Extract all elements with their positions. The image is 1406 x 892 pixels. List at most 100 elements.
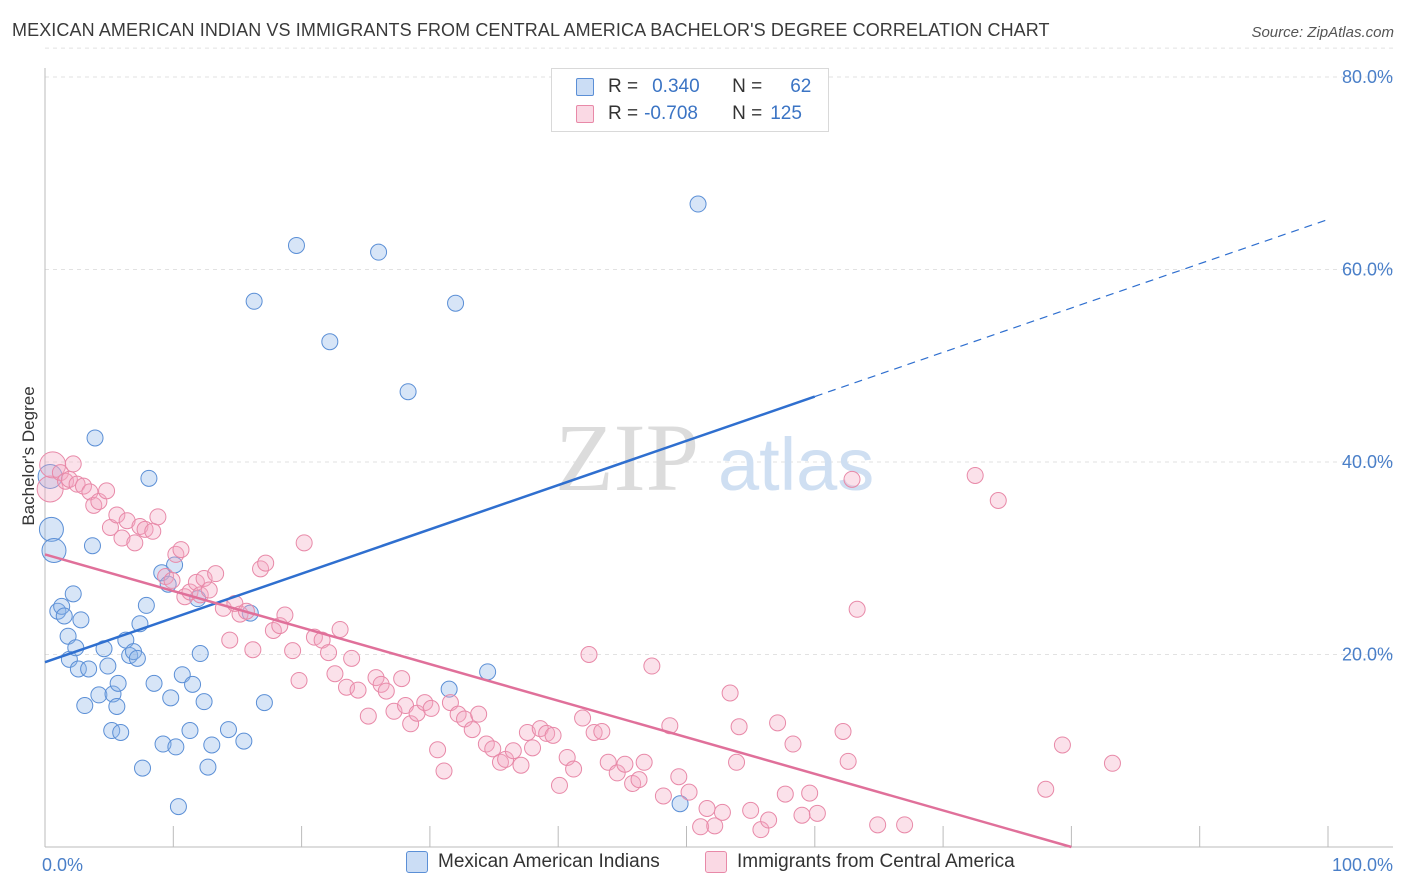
data-point-blue [76, 697, 94, 715]
data-point-pink [290, 671, 308, 689]
x-tick-label: 0.0% [42, 855, 83, 875]
data-point-blue [287, 236, 305, 254]
legend-label: Mexican American Indians [438, 851, 660, 872]
n-label: N = [732, 103, 763, 124]
data-point-pink [670, 768, 688, 786]
data-point-pink [680, 783, 698, 801]
data-point-blue [109, 674, 127, 692]
watermark: ZIP atlas [555, 404, 874, 511]
data-point-blue [69, 660, 87, 678]
data-point-pink [435, 762, 453, 780]
data-point-pink [769, 714, 787, 732]
data-point-pink [98, 482, 116, 500]
y-tick-label: 20.0% [1342, 645, 1393, 665]
n-label: N = [732, 76, 763, 97]
data-point-pink [565, 760, 583, 778]
data-point-pink [869, 816, 887, 834]
data-point-blue [689, 195, 707, 213]
data-point-pink [896, 816, 914, 834]
axes [44, 68, 1393, 848]
data-point-pink [393, 670, 411, 688]
data-point-blue [112, 723, 130, 741]
data-point-blue [145, 674, 163, 692]
data-point-blue [55, 607, 73, 625]
data-point-blue [53, 597, 71, 615]
data-point-blue [399, 383, 417, 401]
y-tick-label: 60.0% [1342, 260, 1393, 280]
data-point-pink [713, 803, 731, 821]
data-point-blue [80, 660, 98, 678]
data-point-blue [169, 798, 187, 816]
data-point-pink [416, 694, 434, 712]
data-point-blue [195, 693, 213, 711]
data-point-blue [83, 537, 101, 555]
data-point-pink [64, 455, 82, 473]
data-point-blue [255, 694, 273, 712]
trend-line-blue-projection [814, 218, 1329, 398]
data-point-pink [760, 811, 778, 829]
legend-swatch-blue [406, 851, 428, 873]
data-point-blue [181, 722, 199, 740]
data-point-pink [721, 684, 739, 702]
data-point-pink [616, 755, 634, 773]
y-axis-label: Bachelor's Degree [19, 386, 38, 525]
data-point-pink [580, 646, 598, 663]
data-point-pink [331, 620, 349, 638]
data-point-pink [320, 644, 338, 662]
data-point-pink [484, 740, 502, 758]
data-point-pink [74, 477, 92, 495]
data-point-pink [200, 581, 218, 599]
data-point-pink [343, 649, 361, 667]
data-point-blue [38, 516, 64, 542]
data-point-pink [728, 753, 746, 771]
data-point-pink [144, 522, 162, 540]
data-point-pink [730, 718, 748, 736]
source-label: Source: ZipAtlas.com [1251, 24, 1394, 41]
data-point-pink [149, 508, 167, 526]
data-point-pink [692, 818, 710, 836]
data-point-pink [463, 721, 481, 739]
data-point-pink [848, 600, 866, 618]
data-point-pink [377, 682, 395, 700]
data-point-blue [154, 735, 172, 753]
n-value: 125 [770, 103, 802, 124]
watermark-atlas: atlas [718, 423, 874, 506]
data-point-pink [257, 554, 275, 572]
data-point-blue [321, 333, 339, 351]
data-point-blue [140, 469, 158, 487]
data-point-blue [162, 689, 180, 707]
trend-lines [44, 218, 1329, 849]
data-point-blue [72, 611, 90, 629]
data-point-pink [504, 742, 522, 760]
legend-row-blue: R = 0.340 N = 62 [552, 73, 811, 101]
data-point-pink [207, 565, 225, 583]
data-point-pink [113, 529, 131, 547]
data-point-blue [128, 649, 146, 667]
tick-labels: 20.0% 40.0% 60.0% 80.0% 0.0% 100.0% [42, 67, 1393, 875]
data-point-blue [191, 645, 209, 663]
legend-swatch-blue [576, 78, 594, 96]
data-point-pink [966, 466, 984, 484]
legend-item-blue: Mexican American Indians [406, 851, 660, 873]
data-point-pink [706, 817, 724, 835]
data-point-pink [163, 571, 181, 589]
data-point-pink [402, 715, 420, 733]
watermark-zip: ZIP [555, 404, 699, 511]
trend-line-blue [44, 395, 816, 664]
data-point-blue [203, 736, 221, 754]
data-point-pink [244, 641, 262, 659]
data-point-pink [698, 800, 716, 817]
data-point-blue [86, 429, 104, 447]
data-point-pink [172, 541, 190, 559]
data-point-pink [742, 801, 760, 819]
data-point-pink [1053, 736, 1071, 754]
y-tick-label: 40.0% [1342, 452, 1393, 472]
data-point-pink [834, 723, 852, 740]
correlation-legend: R = 0.340 N = 62 R = -0.708 N = 125 [551, 68, 829, 132]
data-point-pink [784, 735, 802, 753]
legend-row-pink: R = -0.708 N = 125 [552, 100, 802, 128]
data-point-blue [671, 795, 689, 813]
data-point-pink [550, 776, 568, 794]
data-point-pink [808, 804, 826, 822]
